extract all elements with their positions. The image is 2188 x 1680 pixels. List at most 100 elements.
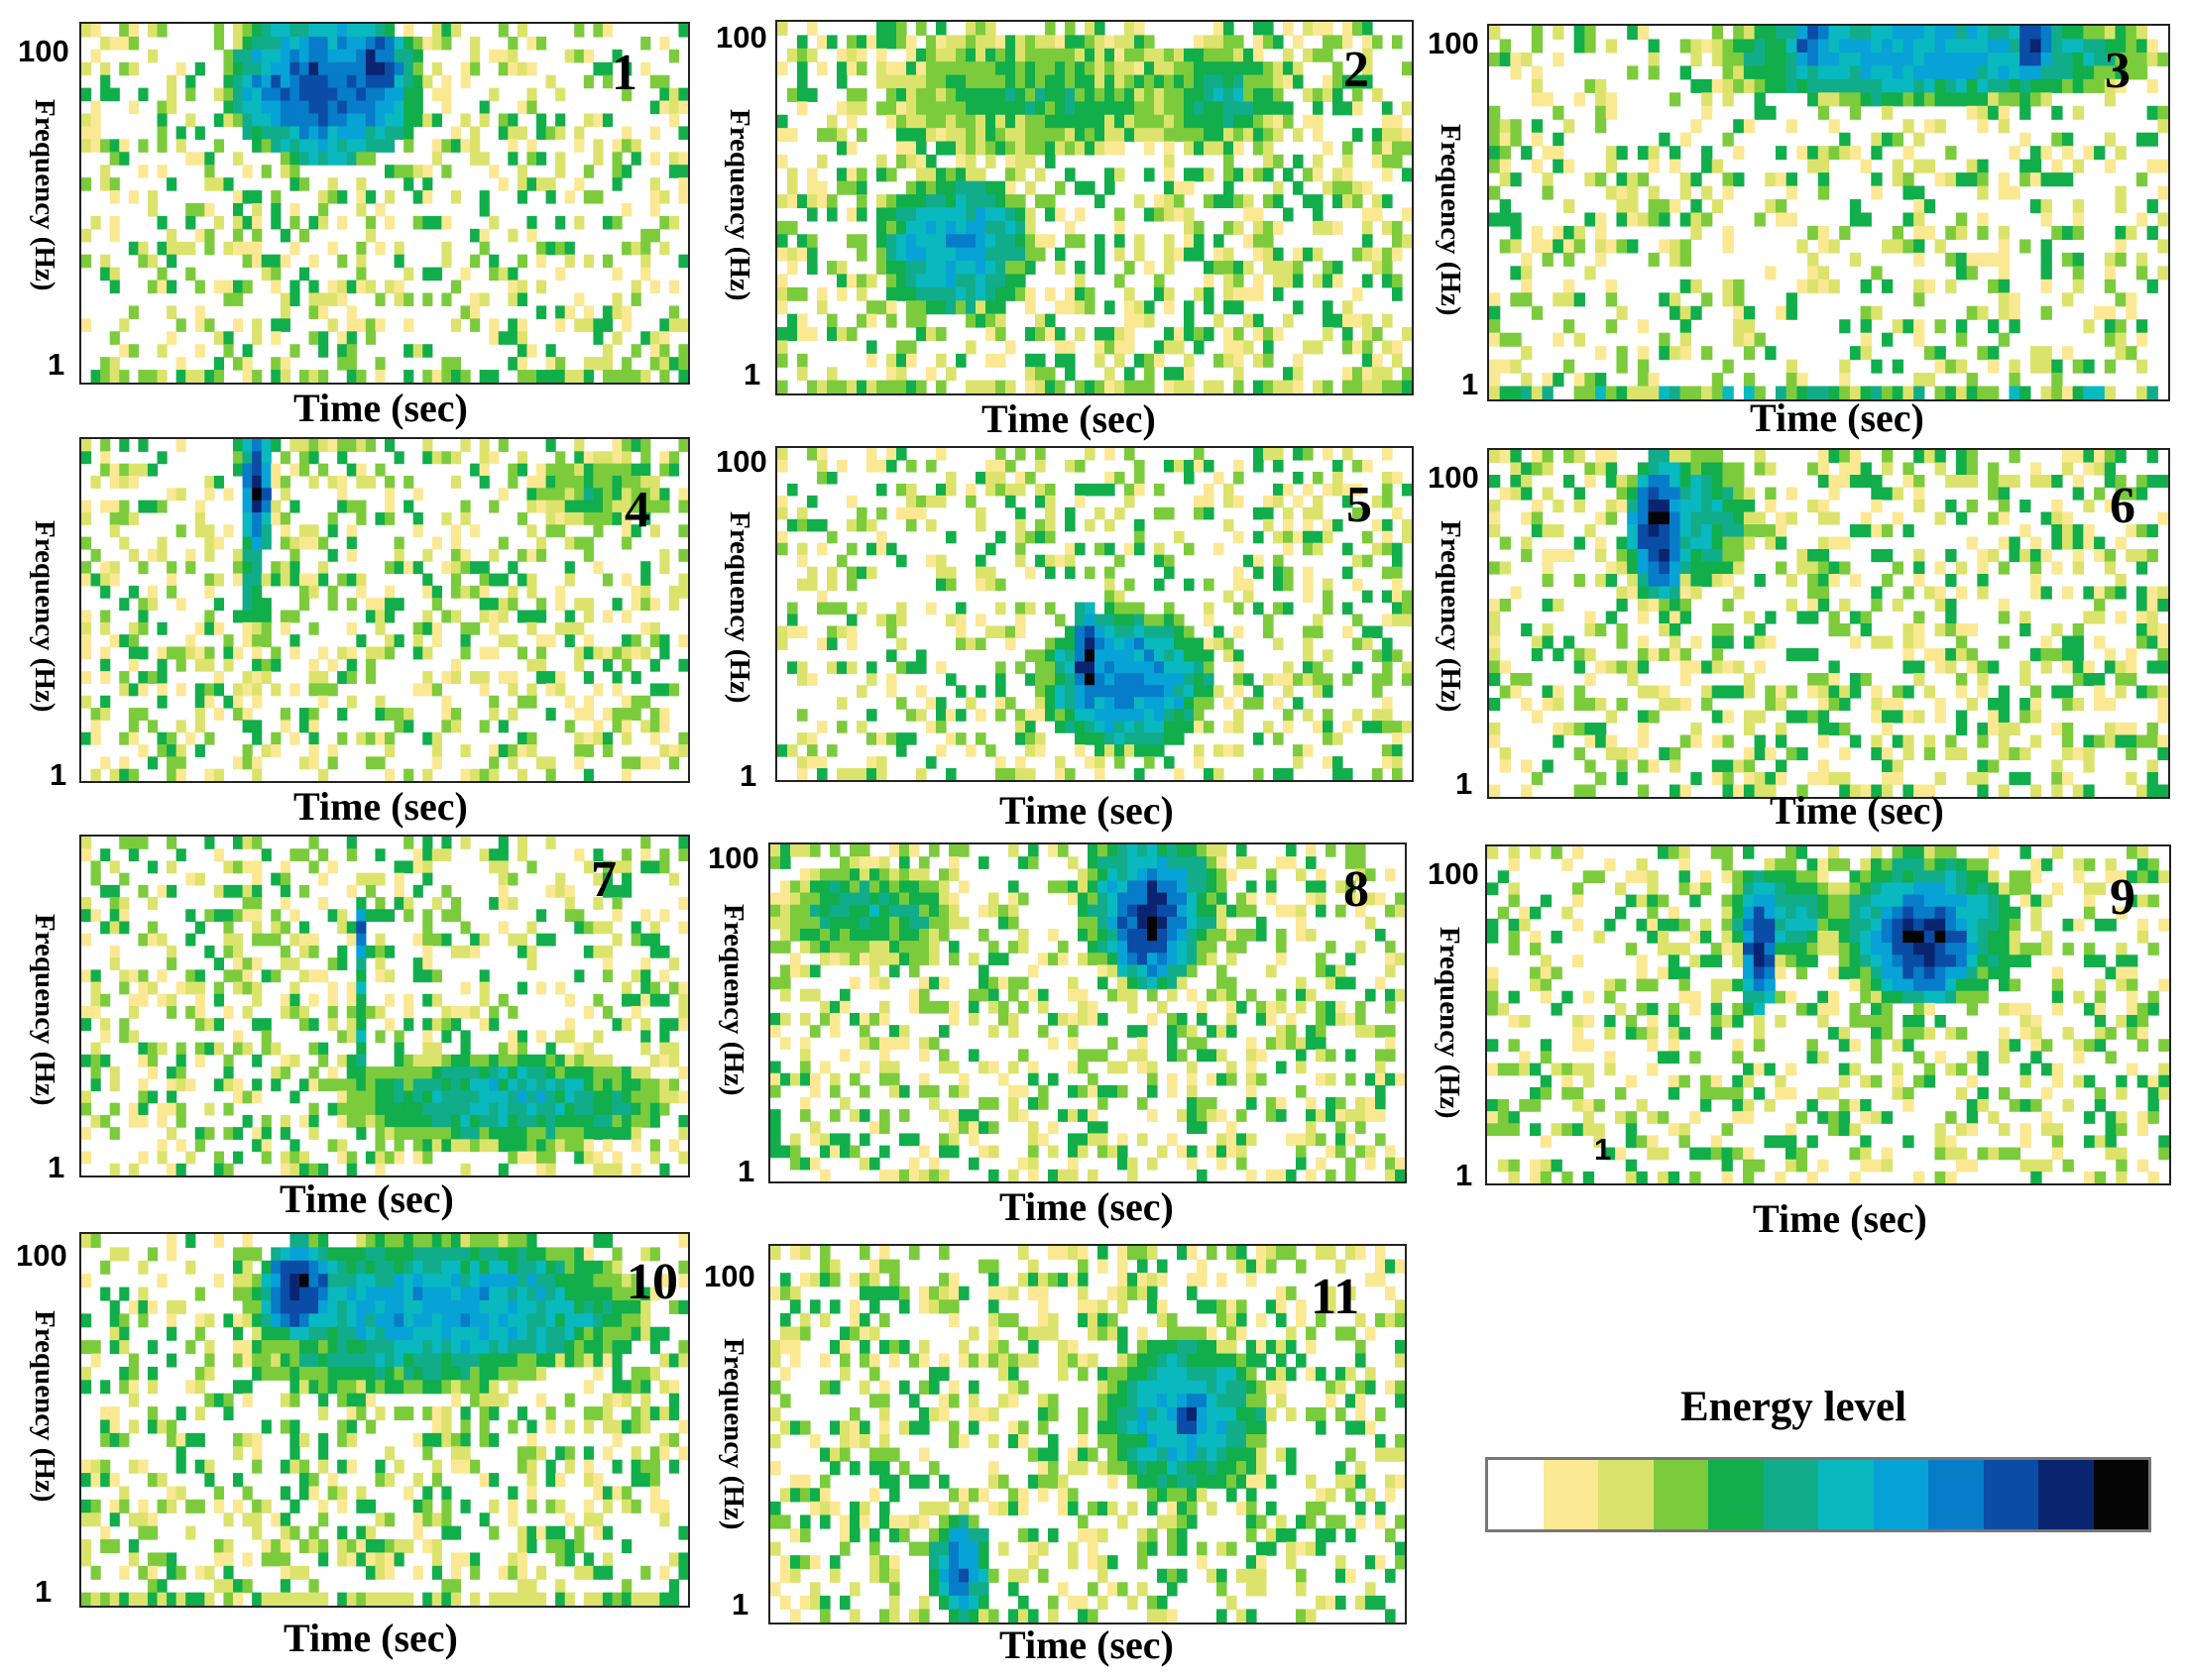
heatmap-cell (517, 280, 528, 294)
heatmap-cell (1392, 744, 1403, 757)
heatmap-cell (1913, 199, 1925, 214)
heatmap-cell (1005, 207, 1016, 222)
heatmap-cell (1243, 61, 1254, 76)
heatmap-cell (204, 165, 215, 178)
heatmap-cell (213, 536, 225, 550)
heatmap-cell (827, 261, 838, 276)
heatmap-cell (261, 74, 272, 89)
heatmap-cell (2029, 146, 2042, 161)
heatmap-cell (175, 744, 186, 757)
heatmap-cell (1204, 286, 1214, 301)
heatmap-cell (1352, 554, 1363, 568)
heatmap-cell (631, 152, 641, 166)
heatmap-cell (866, 566, 877, 580)
heatmap-cell (365, 139, 377, 153)
heatmap-cell (659, 190, 670, 204)
heatmap-cell (1392, 340, 1403, 355)
heatmap-cell (185, 152, 196, 166)
heatmap-cell (1184, 673, 1195, 686)
heatmap-cell (1892, 319, 1904, 334)
heatmap-cell (375, 708, 386, 721)
heatmap-cell (1722, 635, 1734, 649)
heatmap-cell (327, 598, 338, 612)
heatmap-cell (280, 511, 290, 525)
heatmap-cell (1134, 471, 1145, 485)
heatmap-cell (2009, 65, 2020, 80)
heatmap-cell (1382, 721, 1393, 733)
heatmap-cell (1849, 105, 1862, 120)
heatmap-cell (640, 500, 651, 513)
heatmap-cell (995, 673, 1006, 686)
heatmap-cell (1144, 353, 1155, 368)
heatmap-cell (886, 247, 897, 262)
heatmap-cell (1871, 698, 1883, 712)
heatmap-cell (1015, 194, 1026, 209)
heatmap-cell (1025, 207, 1036, 222)
heatmap-cell (460, 370, 471, 383)
heatmap-cell (1055, 353, 1066, 368)
heatmap-cell (1659, 487, 1670, 501)
heatmap-cell (204, 228, 215, 243)
heatmap-cell (479, 100, 490, 115)
heatmap-cell (2104, 561, 2117, 575)
heatmap-cell (1510, 673, 1522, 687)
heatmap-cell (1913, 450, 1925, 464)
heatmap-cell (1273, 101, 1284, 116)
heatmap-cell (1313, 340, 1324, 355)
heatmap-cell (1892, 698, 1904, 712)
heatmap-cell (1637, 346, 1650, 361)
heatmap-cell (1273, 768, 1284, 780)
heatmap-cell (194, 683, 205, 697)
heatmap-cell (1966, 500, 1978, 513)
heatmap-cell (308, 87, 319, 102)
heatmap-cell (1828, 698, 1840, 712)
heatmap-cell (1605, 611, 1618, 624)
heatmap-cell (517, 731, 528, 745)
heatmap-cell (1194, 673, 1205, 686)
heatmap-cell (1988, 759, 2000, 773)
heatmap-cell (956, 128, 967, 143)
heatmap-cell (1293, 530, 1304, 544)
heatmap-cell (1892, 172, 1904, 187)
heatmap-cell (1382, 495, 1393, 508)
heatmap-cell (1323, 578, 1333, 592)
heatmap-cell (1134, 128, 1145, 143)
heatmap-cell (233, 646, 244, 660)
heatmap-cell (1005, 74, 1016, 89)
heatmap-cell (640, 488, 651, 502)
heatmap-cell (2157, 105, 2168, 120)
heatmap-cell (1489, 185, 1501, 200)
heatmap-cell (271, 61, 282, 76)
heatmap-cell (1542, 487, 1554, 501)
heatmap-cell (204, 610, 215, 623)
heatmap-cell (837, 721, 848, 733)
heatmap-cell (612, 475, 623, 489)
heatmap-cell (995, 286, 1006, 301)
heatmap-cell (866, 353, 877, 368)
heatmap-cell (2135, 623, 2148, 637)
heatmap-cell (1194, 756, 1205, 769)
heatmap-cell (536, 254, 547, 269)
heatmap-cell (583, 768, 594, 781)
heatmap-cell (2072, 561, 2084, 575)
heatmap-cell (1045, 506, 1056, 520)
panel-number-1: 1 (612, 45, 637, 101)
heatmap-cell (517, 463, 528, 477)
heatmap-cell (1194, 744, 1205, 757)
heatmap-cell (946, 530, 957, 544)
heatmap-cell (2104, 65, 2117, 80)
heatmap-cell (787, 744, 798, 757)
heatmap-cell (460, 139, 471, 153)
heatmap-cell (1114, 340, 1125, 355)
heatmap-cell (337, 475, 348, 489)
heatmap-cell (1094, 247, 1105, 262)
heatmap-cell (995, 697, 1006, 710)
heatmap-cell (2072, 65, 2084, 80)
heatmap-cell (631, 671, 641, 685)
heatmap-cell (1743, 305, 1756, 320)
heatmap-cell (337, 100, 348, 115)
heatmap-cell (1743, 500, 1756, 513)
heatmap-cell (1902, 239, 1914, 254)
y-tick-top-1: 100 (18, 34, 69, 68)
heatmap-cell (1352, 340, 1363, 355)
